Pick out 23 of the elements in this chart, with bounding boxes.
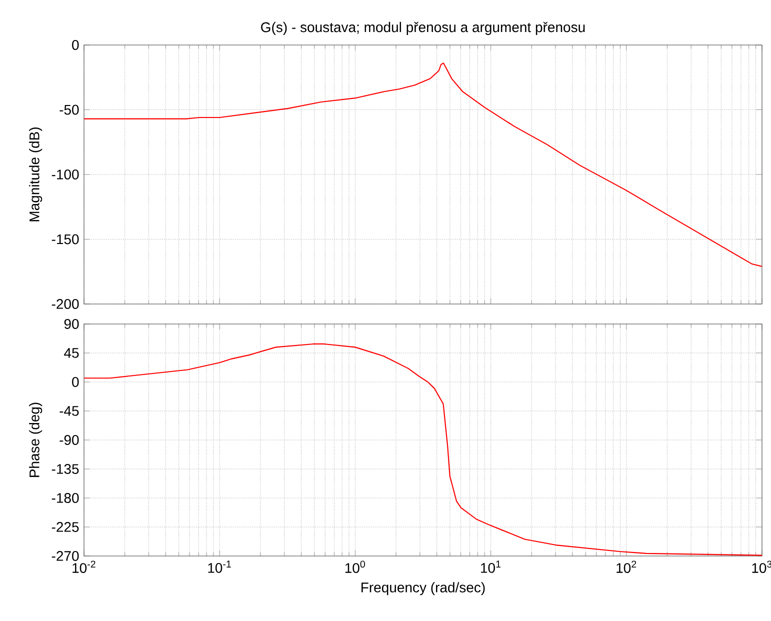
x-tick-label: 10$^{1}$	[481, 560, 501, 573]
y-tick-label: -45	[60, 406, 79, 416]
x-tick-label: 10$^{-1}$	[208, 560, 231, 573]
y-axis-title: Magnitude (dB)	[29, 128, 42, 222]
y-tick-label: 0	[72, 377, 79, 387]
y-tick-label: 45	[64, 348, 79, 358]
y-tick-label: -225	[52, 522, 79, 532]
chart-title: G(s) - soustava; modul přenosu a argument přenosu	[261, 22, 585, 35]
y-tick-label: -135	[52, 464, 79, 474]
y-tick-label: -180	[52, 493, 79, 503]
y-tick-label: -270	[52, 551, 79, 561]
y-tick-label: -90	[60, 435, 79, 445]
y-tick-label: -150	[52, 234, 79, 244]
y-tick-label: -200	[52, 299, 79, 309]
y-tick-label: -50	[60, 104, 79, 115]
x-axis-title: Frequency (rad/sec)	[362, 582, 485, 596]
y-tick-label: 90	[64, 319, 79, 329]
y-tick-label: -100	[52, 170, 79, 180]
y-tick-label: 0	[72, 40, 79, 50]
y-axis-title: Phase (deg)	[29, 402, 42, 477]
x-tick-label: 10$^{-2}$	[72, 560, 96, 573]
x-tick-label: 10$^{0}$	[345, 560, 366, 573]
x-tick-label: 10$^{2}$	[616, 560, 636, 573]
